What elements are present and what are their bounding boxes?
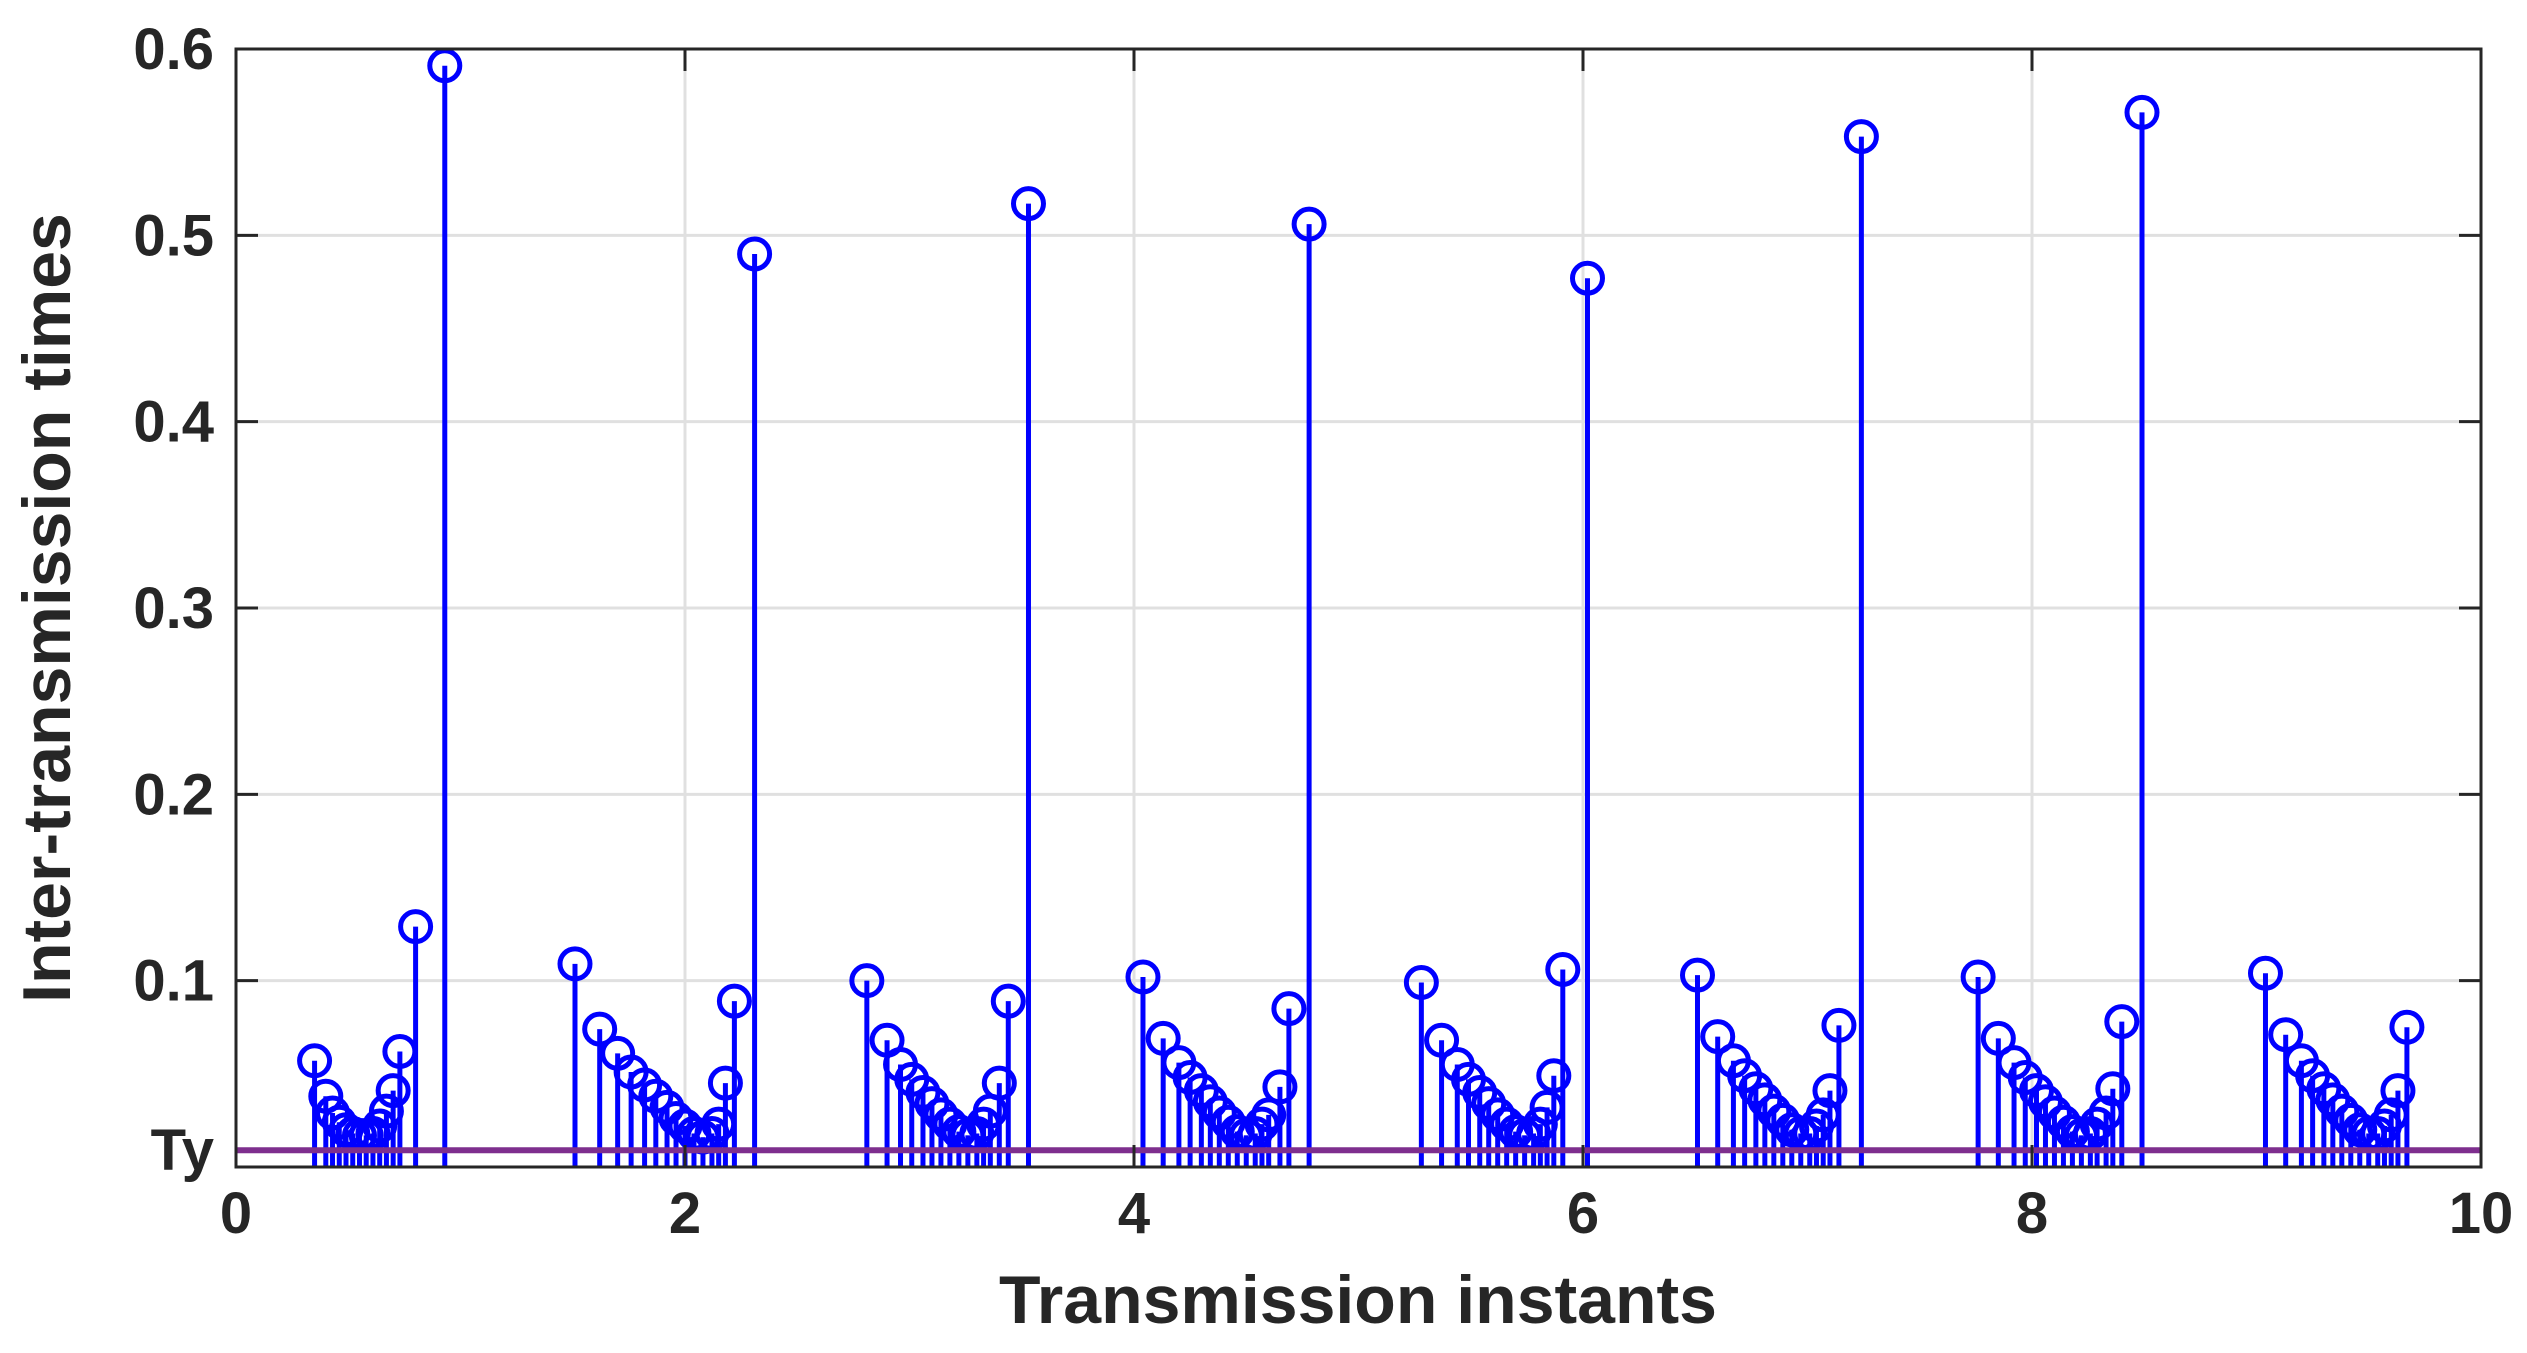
stem-marker xyxy=(557,946,593,982)
stem-marker xyxy=(716,983,752,1019)
axis-ticks xyxy=(234,47,2483,1167)
stem-marker xyxy=(1756,1093,1792,1129)
stem-marker xyxy=(1529,1089,1565,1125)
stem-marker xyxy=(2324,1093,2360,1129)
stem-marker xyxy=(1403,965,1439,1001)
stem-marker xyxy=(2104,1004,2140,1040)
x-tick-label: 4 xyxy=(1118,1181,1150,1246)
x-tick-label: 2 xyxy=(669,1181,701,1246)
y-tick-label: 0.6 xyxy=(133,17,214,82)
stem-marker xyxy=(1291,206,1327,242)
stem-marker xyxy=(1424,1022,1460,1058)
stem-marker xyxy=(1821,1007,1857,1043)
stem-marker xyxy=(2124,94,2160,130)
stem-marker xyxy=(1145,1020,1181,1056)
stem-marker xyxy=(297,1043,333,1079)
stem-marker xyxy=(638,1078,674,1114)
stem-marker xyxy=(1569,260,1605,296)
stem-marker xyxy=(849,963,885,999)
stem-marker xyxy=(2036,1095,2072,1131)
stem-series xyxy=(297,48,2425,1167)
stem-marker xyxy=(2389,1009,2425,1045)
stem-marker xyxy=(1980,1020,2016,1056)
stem-marker xyxy=(1244,1106,1280,1142)
stem-marker xyxy=(398,909,434,945)
stem-marker xyxy=(2268,1017,2304,1053)
stem-marker xyxy=(1201,1095,1237,1131)
x-tick-label: 10 xyxy=(2449,1181,2514,1246)
stem-marker xyxy=(707,1065,743,1101)
stem-marker xyxy=(1545,951,1581,987)
stem-marker xyxy=(2247,955,2283,991)
x-tick-label: 0 xyxy=(220,1181,252,1246)
stem-marker xyxy=(1536,1058,1572,1094)
stem-marker xyxy=(1679,957,1715,993)
y-tick-label: 0.2 xyxy=(133,762,214,827)
stem-marker xyxy=(1010,186,1046,222)
stem-marker xyxy=(990,983,1026,1019)
stem-marker xyxy=(1262,1069,1298,1105)
stem-marker xyxy=(1271,991,1307,1027)
stem-marker xyxy=(1960,959,1996,995)
x-tick-label: 6 xyxy=(1567,1181,1599,1246)
stem-marker xyxy=(981,1065,1017,1101)
y-tick-label: 0.3 xyxy=(133,576,214,641)
stem-marker xyxy=(701,1106,737,1142)
stem-marker xyxy=(1700,1019,1736,1055)
stem-marker xyxy=(2095,1071,2131,1107)
stem-marker xyxy=(627,1067,663,1103)
y-tick-label: 0.5 xyxy=(133,203,214,268)
threshold-label: Ty xyxy=(151,1118,214,1183)
stem-marker xyxy=(737,236,773,272)
stem-marker xyxy=(375,1073,411,1109)
stem-marker xyxy=(382,1033,418,1069)
tick-labels: 0 2 4 6 8 10 0.1 0.2 0.3 0.4 0.5 0.6 Ty xyxy=(133,17,2513,1246)
x-tick-label: 8 xyxy=(2016,1181,2048,1246)
stem-marker xyxy=(1843,119,1879,155)
stem-marker xyxy=(582,1011,618,1047)
stem-marker xyxy=(1125,959,1161,995)
y-axis-title: Inter-transmission times xyxy=(9,213,85,1003)
y-tick-label: 0.4 xyxy=(133,390,214,455)
stem-marker xyxy=(427,48,463,84)
x-axis-title: Transmission instants xyxy=(999,1262,1717,1338)
stem-marker xyxy=(1812,1073,1848,1109)
stem-marker xyxy=(2380,1073,2416,1109)
y-tick-label: 0.1 xyxy=(133,949,214,1014)
